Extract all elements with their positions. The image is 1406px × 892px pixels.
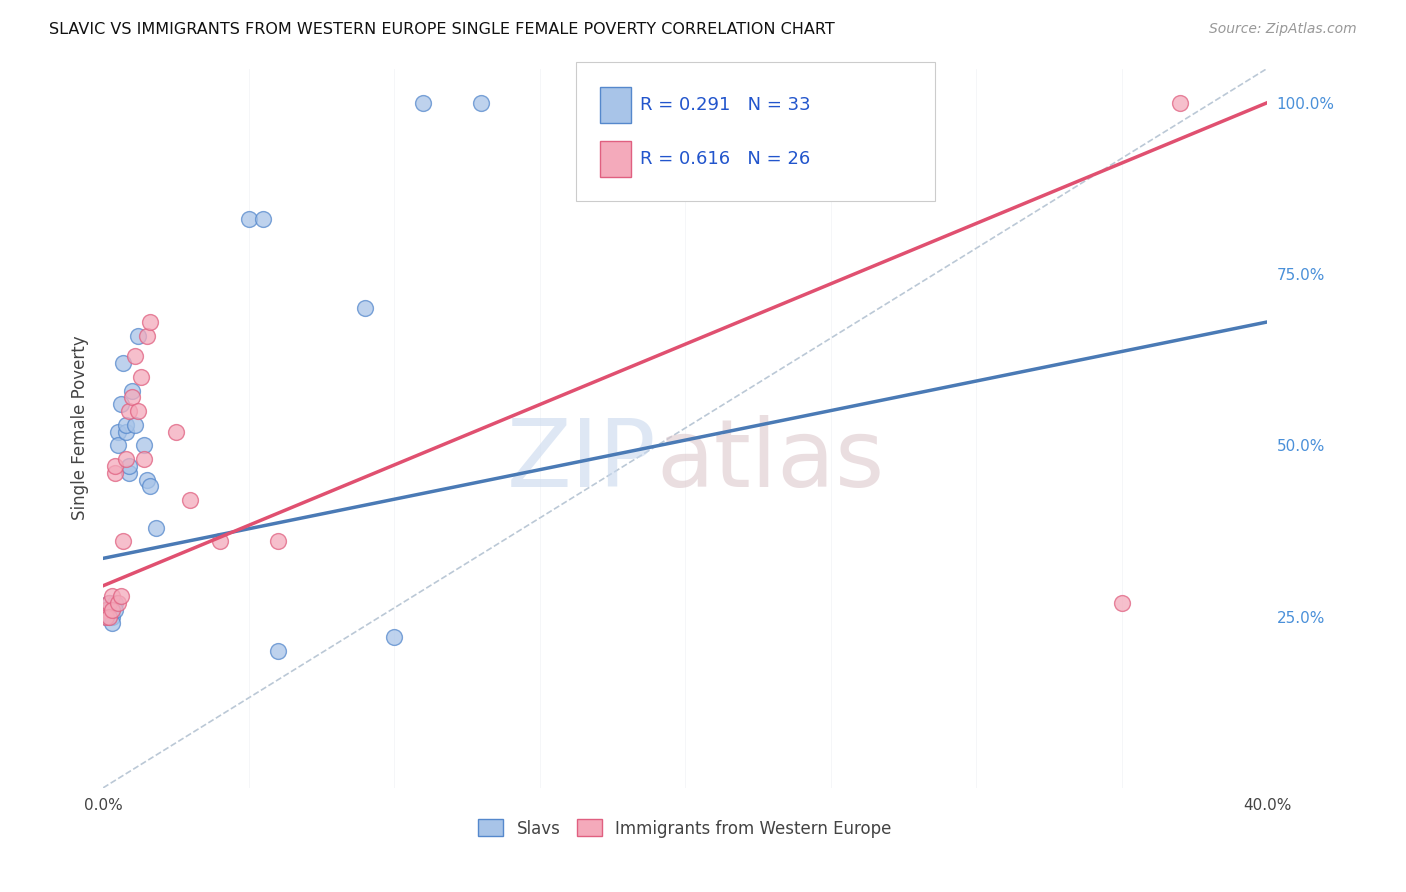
Point: [101, 603, 124, 617]
Point: [101, 616, 124, 631]
Legend: Slavs, Immigrants from Western Europe: Slavs, Immigrants from Western Europe: [471, 813, 898, 844]
Point: [132, 452, 155, 467]
Point: [127, 328, 149, 343]
Point: [138, 315, 160, 329]
Point: [121, 390, 143, 404]
Point: [127, 404, 149, 418]
Point: [107, 438, 129, 452]
Point: [94, 609, 117, 624]
Point: [382, 630, 405, 644]
Point: [104, 596, 127, 610]
Point: [135, 328, 157, 343]
Text: R = 0.616   N = 26: R = 0.616 N = 26: [640, 150, 810, 168]
Text: ZIP: ZIP: [506, 415, 657, 507]
Point: [124, 349, 146, 363]
Point: [104, 458, 127, 473]
Point: [412, 95, 434, 110]
Point: [101, 589, 124, 603]
Point: [132, 438, 155, 452]
Point: [118, 466, 141, 480]
Point: [104, 603, 127, 617]
Point: [94, 603, 117, 617]
Point: [112, 534, 135, 549]
Point: [252, 212, 274, 227]
Point: [97, 596, 120, 610]
Point: [1111, 596, 1133, 610]
Point: [179, 493, 201, 508]
Point: [267, 534, 290, 549]
Point: [118, 458, 141, 473]
Point: [208, 534, 231, 549]
Point: [97, 609, 120, 624]
Text: Source: ZipAtlas.com: Source: ZipAtlas.com: [1209, 22, 1357, 37]
Point: [94, 609, 117, 624]
Point: [673, 95, 696, 110]
Y-axis label: Single Female Poverty: Single Female Poverty: [72, 336, 89, 521]
Point: [97, 609, 120, 624]
Point: [97, 603, 120, 617]
Point: [115, 452, 138, 467]
Point: [115, 417, 138, 432]
Point: [110, 589, 132, 603]
Point: [118, 404, 141, 418]
Point: [129, 369, 152, 384]
Text: SLAVIC VS IMMIGRANTS FROM WESTERN EUROPE SINGLE FEMALE POVERTY CORRELATION CHART: SLAVIC VS IMMIGRANTS FROM WESTERN EUROPE…: [49, 22, 835, 37]
Point: [354, 301, 377, 316]
Point: [101, 609, 124, 624]
Point: [115, 425, 138, 439]
Point: [107, 596, 129, 610]
Point: [138, 479, 160, 493]
Point: [1168, 95, 1191, 110]
Point: [470, 95, 492, 110]
Point: [110, 397, 132, 411]
Text: atlas: atlas: [657, 415, 884, 507]
Point: [104, 466, 127, 480]
Point: [121, 384, 143, 398]
Point: [238, 212, 260, 227]
Point: [165, 425, 187, 439]
Point: [107, 425, 129, 439]
Point: [94, 603, 117, 617]
Point: [112, 356, 135, 370]
Point: [267, 644, 290, 658]
Point: [145, 520, 167, 534]
Point: [101, 603, 124, 617]
Text: R = 0.291   N = 33: R = 0.291 N = 33: [640, 96, 810, 114]
Point: [124, 417, 146, 432]
Point: [135, 473, 157, 487]
Point: [97, 596, 120, 610]
